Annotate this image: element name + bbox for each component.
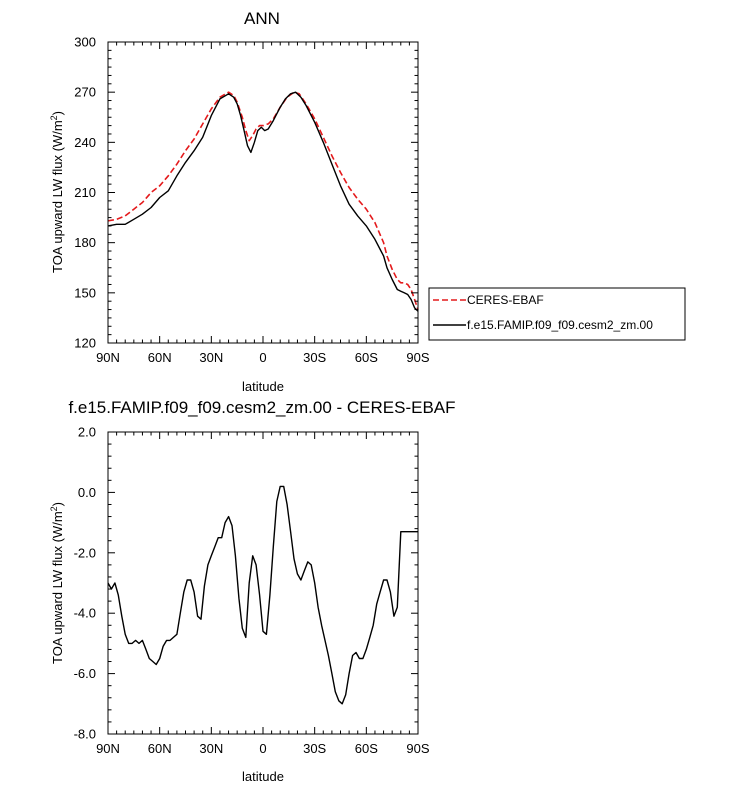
bottom-ticks-group: 90N 60N 30N 0 30S 60S 90S -8.0 -6.0 -4.0 -2.0 0.0 2.… — [74, 425, 430, 757]
top-ticks-group: 90N 60N 30N 0 30S 60S 90S 120 150 180 210 240 270 300 — [74, 35, 430, 366]
bottom-y-label-main: TOA upward LW flux (W/m — [50, 511, 65, 664]
top-plot-frame — [107, 41, 419, 344]
top-x-tick-label: 0 — [259, 350, 266, 365]
top-x-tick-label: 90N — [96, 350, 120, 365]
top-y-tick-label: 270 — [74, 85, 96, 100]
top-series-line-1 — [107, 91, 419, 312]
top-y-tick-label: 240 — [74, 135, 96, 150]
bottom-series-line-0 — [107, 485, 418, 705]
bottom-series-group — [107, 485, 418, 705]
bottom-x-tick-label: 0 — [259, 741, 266, 756]
top-y-tick-label: 120 — [74, 336, 96, 351]
top-y-label-main: TOA upward LW flux (W/m — [50, 120, 65, 273]
top-y-tick-label: 150 — [74, 285, 96, 300]
legend-box — [428, 287, 686, 341]
top-y-label-superscript: 2 — [49, 115, 59, 120]
bottom-y-tick-label: -6.0 — [74, 666, 96, 681]
top-x-tick-label: 60N — [148, 350, 172, 365]
bottom-x-tick-label: 30S — [303, 741, 326, 756]
bottom-y-tick-label: 2.0 — [78, 425, 96, 440]
bottom-x-axis-label: latitude — [242, 769, 284, 784]
bottom-y-label-superscript: 2 — [49, 506, 59, 511]
bottom-plot-frame — [107, 431, 419, 735]
bottom-y-tick-label: -4.0 — [74, 606, 96, 621]
top-y-tick-label: 180 — [74, 235, 96, 250]
bottom-panel: f.e15.FAMIP.f09_f09.cesm2_zm.00 - CERES-… — [49, 398, 456, 784]
bottom-y-tick-label: -8.0 — [74, 727, 96, 742]
top-x-tick-label: 90S — [406, 350, 429, 365]
legend-label-model: f.e15.FAMIP.f09_f09.cesm2_zm.00 — [467, 318, 653, 332]
top-x-tick-label: 30S — [303, 350, 326, 365]
bottom-y-label-tail: ) — [50, 502, 65, 506]
top-y-tick-label: 210 — [74, 185, 96, 200]
bottom-chart-title: f.e15.FAMIP.f09_f09.cesm2_zm.00 - CERES-… — [68, 398, 455, 417]
top-series-line-0 — [107, 91, 419, 310]
top-y-tick-label: 300 — [74, 35, 96, 50]
top-chart-title: ANN — [244, 9, 280, 28]
bottom-y-tick-label: -2.0 — [74, 545, 96, 560]
top-x-tick-label: 60S — [355, 350, 378, 365]
top-panel: ANN 90N 60N 30N 0 30S 60S 90S 120 150 180 210 240 27… — [49, 9, 430, 394]
legend: CERES-EBAF f.e15.FAMIP.f09_f09.cesm2_zm.… — [428, 287, 686, 341]
top-y-label-tail: ) — [50, 111, 65, 115]
bottom-x-tick-label: 60S — [355, 741, 378, 756]
bottom-y-tick-label: 0.0 — [78, 485, 96, 500]
top-x-axis-label: latitude — [242, 379, 284, 394]
bottom-x-tick-label: 90N — [96, 741, 120, 756]
top-series-group — [107, 91, 419, 312]
legend-label-ceres: CERES-EBAF — [467, 293, 544, 307]
bottom-x-tick-label: 90S — [406, 741, 429, 756]
top-x-tick-label: 30N — [199, 350, 223, 365]
top-y-axis-label: TOA upward LW flux (W/m2) — [49, 111, 65, 273]
bottom-x-tick-label: 30N — [199, 741, 223, 756]
bottom-x-tick-label: 60N — [148, 741, 172, 756]
bottom-y-axis-label: TOA upward LW flux (W/m2) — [49, 502, 65, 664]
